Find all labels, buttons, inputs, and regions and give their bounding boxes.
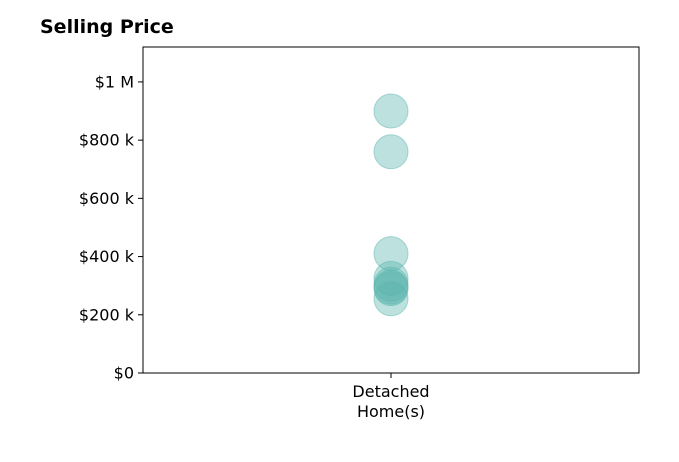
scatter-point <box>373 93 409 129</box>
y-tick-label: $0 <box>114 364 134 383</box>
chart-title: Selling Price <box>40 16 174 38</box>
x-axis: Detached Home(s) <box>352 373 430 421</box>
y-tick-label: $1 M <box>95 72 134 91</box>
y-tick-label: $200 k <box>79 305 135 324</box>
x-tick-label: Detached Home(s) <box>352 382 429 421</box>
scatter-point <box>373 134 409 170</box>
y-tick-label: $600 k <box>79 189 135 208</box>
y-axis: $0 $200 k $400 k $600 k $800 k $1 M <box>79 72 143 383</box>
y-tick-label: $800 k <box>79 131 135 150</box>
y-tick-label: $400 k <box>79 247 135 266</box>
scatter-point <box>373 236 409 272</box>
scatter-point <box>373 281 409 317</box>
scatter-point <box>373 271 409 307</box>
points-layer <box>373 93 409 317</box>
